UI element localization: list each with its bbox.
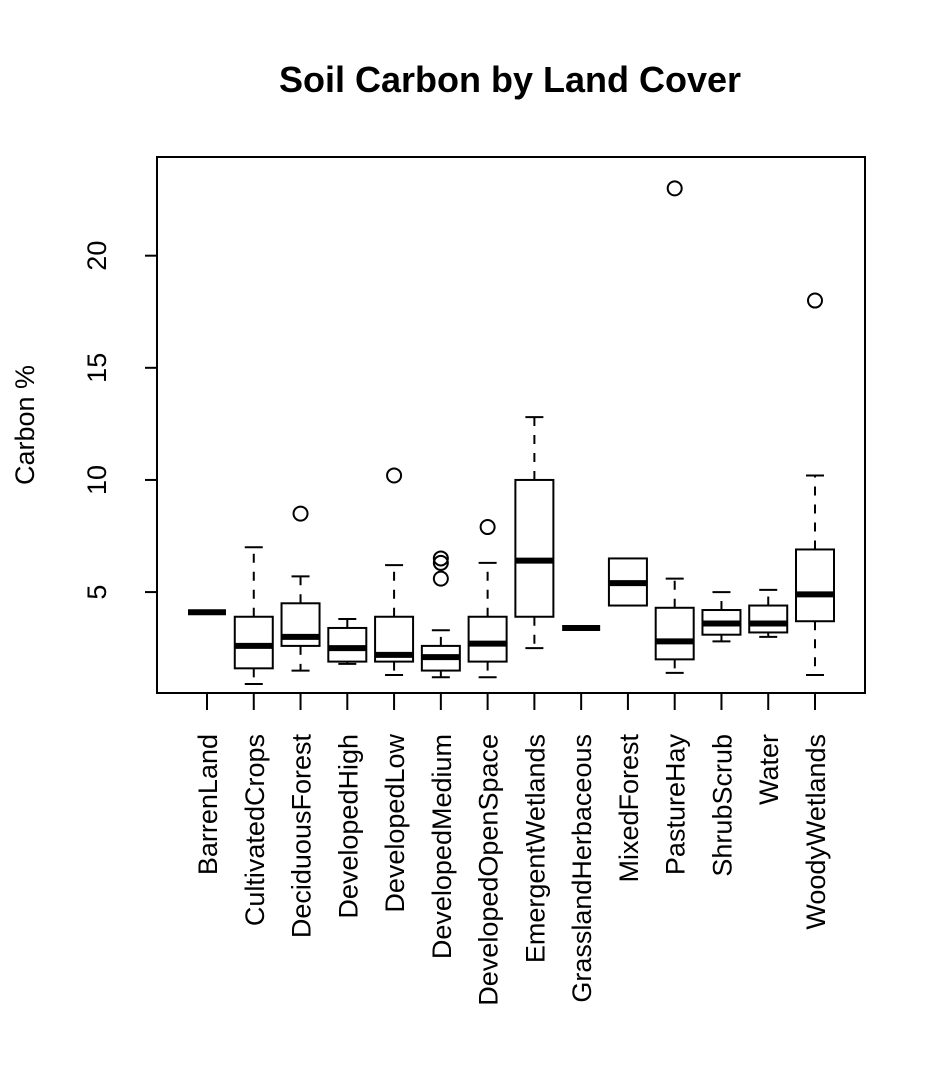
box-group xyxy=(420,550,461,679)
y-axis-label: Carbon % xyxy=(10,365,40,485)
outlier-point xyxy=(386,467,403,484)
outlier-point xyxy=(432,554,449,571)
box-group xyxy=(514,416,555,650)
chart-title: Soil Carbon by Land Cover xyxy=(279,59,741,100)
box-group xyxy=(374,467,415,677)
x-tick-label: DeciduousForest xyxy=(287,734,317,939)
box-group xyxy=(795,292,835,677)
outlier-point xyxy=(292,505,309,522)
x-tick-label: WoodyWetlands xyxy=(801,734,831,930)
x-tick-label: ShrubScrub xyxy=(707,734,737,877)
outlier-point xyxy=(666,180,683,197)
y-tick-label: 10 xyxy=(82,465,112,495)
y-tick-label: 5 xyxy=(82,585,112,600)
box-iqr xyxy=(514,478,555,618)
box-group xyxy=(233,546,274,686)
box-group xyxy=(748,588,789,638)
y-tick-label: 15 xyxy=(82,353,112,383)
x-tick-label: BarrenLand xyxy=(193,734,223,875)
x-tick-label: CultivatedCrops xyxy=(240,734,270,926)
x-tick-label: EmergentWetlands xyxy=(520,734,550,963)
box-group xyxy=(607,557,648,607)
outlier-point xyxy=(432,550,449,567)
x-tick-label: DevelopedMedium xyxy=(427,734,457,959)
boxes-layer xyxy=(188,180,835,686)
x-tick-label: MixedForest xyxy=(614,734,644,883)
x-axis: BarrenLand CultivatedCrops DeciduousForest… xyxy=(193,692,831,1006)
x-tick-label: Water xyxy=(754,734,784,805)
box-group xyxy=(280,505,321,672)
x-tick-label: PastureHay xyxy=(661,734,691,876)
x-tick-label: DevelopedLow xyxy=(380,733,410,912)
y-tick-label: 20 xyxy=(82,241,112,271)
box-group xyxy=(327,617,368,665)
y-axis: 5 10 15 20 xyxy=(82,241,158,600)
box-iqr xyxy=(795,548,835,623)
box-group xyxy=(654,180,695,674)
box-iqr xyxy=(748,604,789,634)
box-group xyxy=(701,591,742,643)
box-iqr xyxy=(467,615,508,663)
outlier-point xyxy=(807,292,823,309)
x-tick-label: GrasslandHerbaceous xyxy=(567,734,597,1003)
x-tick-label: DevelopedHigh xyxy=(333,734,363,919)
box-iqr xyxy=(233,615,274,670)
box-group xyxy=(467,519,508,679)
x-tick-label: DevelopedOpenSpace xyxy=(474,734,504,1006)
outlier-point xyxy=(479,519,496,536)
outlier-point xyxy=(432,570,449,587)
box-iqr xyxy=(327,626,368,663)
box-iqr xyxy=(654,606,695,661)
